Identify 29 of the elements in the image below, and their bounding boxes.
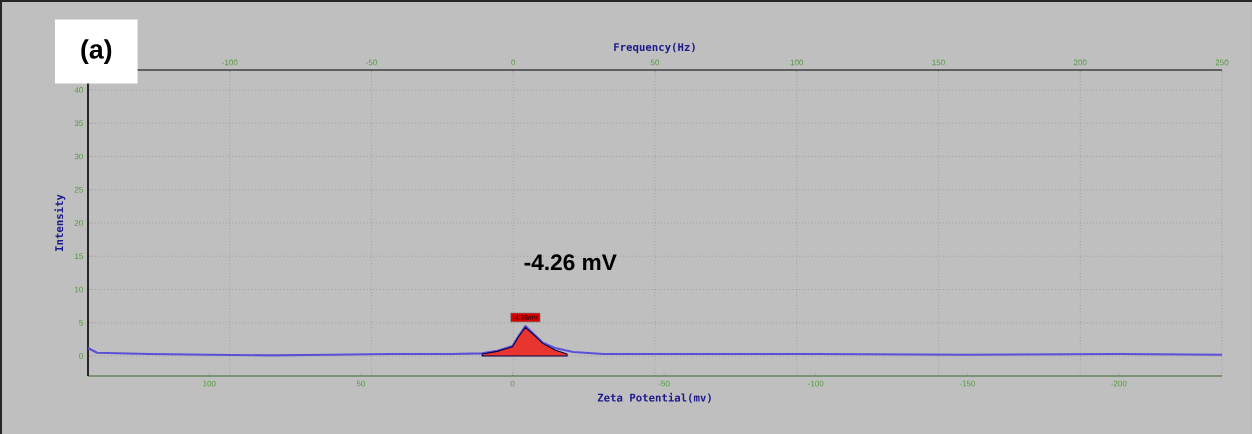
y-tick-label: 30 (74, 153, 83, 160)
x2-tick-label: 250 (1215, 59, 1229, 66)
x2-tick-label: 50 (650, 59, 660, 66)
x2-tick-label: 150 (932, 59, 945, 66)
y-tick-label: 20 (74, 220, 83, 226)
y-tick-label: 15 (75, 253, 83, 260)
y-tick-label: 0 (79, 353, 83, 359)
y-tick-label: 5 (79, 319, 83, 326)
x-tick-label: -200 (1111, 380, 1127, 387)
x-tick-label: -50 (658, 380, 670, 387)
x2-tick-label: -50 (366, 59, 377, 66)
text: (a) (81, 39, 112, 65)
y-tick-label: 25 (74, 186, 83, 193)
x2-tick-label: 0 (511, 59, 516, 66)
x-tick-label: 100 (203, 380, 216, 387)
x2-tick-label: 200 (1073, 59, 1087, 66)
y-tick-label: 10 (75, 286, 83, 293)
y-tick-label: 35 (74, 120, 83, 127)
x2-axis-title: Frequency(Hz) (614, 42, 695, 54)
x-tick-label: -150 (959, 380, 975, 387)
y-axis-title: Intensity (54, 194, 66, 251)
x-axis-title: Zeta Potential(mv) (597, 392, 711, 403)
x2-tick-label: 100 (790, 59, 804, 66)
x2-tick-label: -100 (222, 59, 238, 66)
x-tick-label: 50 (356, 380, 366, 387)
x-tick-label: 0 (510, 380, 515, 387)
y-tick-label: 40 (74, 87, 83, 93)
annotation: -4.26 mV (524, 254, 617, 271)
x-tick-label: -100 (808, 380, 824, 387)
